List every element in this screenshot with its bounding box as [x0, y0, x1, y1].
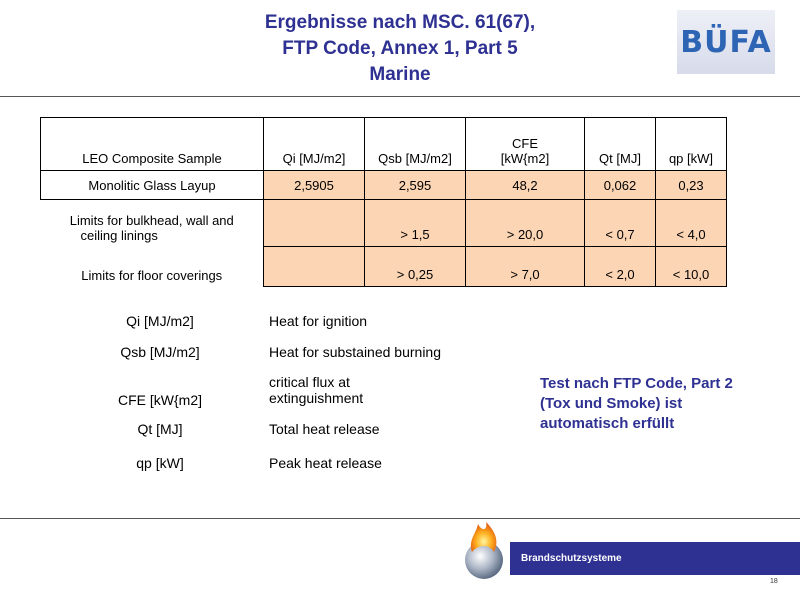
header-qt: Qt [MJ]	[584, 117, 656, 171]
legend-row: qp [kW] Peak heat release	[60, 444, 529, 481]
flame-globe-icon	[465, 522, 503, 579]
bulkhead-limit-cfe: > 20,0	[465, 199, 585, 247]
bulkhead-limit-label-line1: Limits for bulkhead, wall and	[69, 212, 234, 228]
floor-limit-qsb: > 0,25	[364, 246, 466, 287]
sample-qi: 2,5905	[263, 170, 365, 200]
header-sample: LEO Composite Sample	[40, 117, 264, 171]
header-qsb: Qsb [MJ/m2]	[364, 117, 466, 171]
floor-limit-cfe: > 7,0	[465, 246, 585, 287]
footer-label: Brandschutzsysteme	[521, 553, 622, 564]
legend-key-qp: qp [kW]	[136, 454, 184, 471]
bulkhead-limit-qi	[263, 199, 365, 247]
legend-key-cfe: CFE [kW{m2]	[117, 392, 202, 408]
sample-qt: 0,062	[584, 170, 656, 200]
bulkhead-limit-label-line2: ceiling linings	[80, 227, 158, 243]
sample-qsb: 2,595	[364, 170, 466, 200]
legend-desc-qp: Peak heat release	[269, 454, 382, 471]
note-line-3: automatisch erfüllt	[540, 415, 675, 432]
bulkhead-limit-qsb: > 1,5	[364, 199, 466, 247]
sample-cfe: 48,2	[465, 170, 585, 200]
legend-desc-qi: Heat for ignition	[269, 312, 368, 329]
title-line-1: Ergebnisse nach MSC. 61(67),	[264, 12, 536, 33]
header-qp: qp [kW]	[655, 117, 727, 171]
legend-row: CFE [kW{m2] critical flux at extinguishm…	[60, 367, 529, 413]
table-row-bulkhead-limits: Limits for bulkhead, wall and ceiling li…	[40, 199, 727, 247]
bulkhead-limit-qt: < 0,7	[584, 199, 656, 247]
legend-row: Qi [MJ/m2] Heat for ignition	[60, 305, 529, 336]
legend-row: Qsb [MJ/m2] Heat for substained burning	[60, 336, 529, 367]
legend-desc-cfe: critical flux at extinguishment	[260, 367, 529, 413]
footer-divider	[0, 518, 800, 519]
header-divider	[0, 96, 800, 97]
header-cfe: CFE [kW{m2]	[465, 117, 585, 171]
floor-limit-qp: < 10,0	[655, 246, 727, 287]
floor-limit-qi	[263, 246, 365, 287]
header-cfe-line1: CFE	[512, 136, 538, 151]
legend-desc-cfe-line1: critical flux at	[269, 374, 350, 390]
legend-desc-qsb: Heat for substained burning	[269, 343, 441, 360]
legend-desc-qt: Total heat release	[269, 420, 380, 437]
bulkhead-limit-qp: < 4,0	[655, 199, 727, 247]
bulkhead-limit-label: Limits for bulkhead, wall and ceiling li…	[40, 199, 264, 247]
title-line-2: FTP Code, Annex 1, Part 5	[282, 38, 518, 59]
note-line-1: Test nach FTP Code, Part 2	[540, 375, 733, 392]
legend-row: Qt [MJ] Total heat release	[60, 413, 529, 444]
slide-title: Ergebnisse nach MSC. 61(67), FTP Code, A…	[200, 10, 600, 88]
table-row-floor-limits: Limits for floor coverings > 0,25 > 7,0 …	[40, 246, 727, 287]
bufa-logo: BÜFA	[677, 10, 775, 74]
legend-key-qi: Qi [MJ/m2]	[126, 312, 194, 329]
abbreviation-legend: Qi [MJ/m2] Heat for ignition Qsb [MJ/m2]…	[60, 305, 529, 481]
title-line-3: Marine	[369, 64, 431, 85]
logo-text: BÜFA	[680, 24, 772, 60]
floor-limit-label: Limits for floor coverings	[40, 246, 264, 287]
footer-bar: Brandschutzsysteme	[510, 542, 800, 575]
sample-label: Monolitic Glass Layup	[40, 170, 264, 200]
sample-qp: 0,23	[655, 170, 727, 200]
legend-key-qsb: Qsb [MJ/m2]	[120, 343, 200, 360]
floor-limit-qt: < 2,0	[584, 246, 656, 287]
header-qi: Qi [MJ/m2]	[263, 117, 365, 171]
results-table: LEO Composite Sample Qi [MJ/m2] Qsb [MJ/…	[40, 117, 727, 287]
table-row-sample: Monolitic Glass Layup 2,5905 2,595 48,2 …	[40, 170, 727, 200]
ftp-note: Test nach FTP Code, Part 2 (Tox und Smok…	[540, 374, 790, 434]
table-header-row: LEO Composite Sample Qi [MJ/m2] Qsb [MJ/…	[40, 117, 727, 171]
page-number: 18	[770, 578, 778, 585]
note-line-2: (Tox und Smoke) ist	[540, 395, 683, 412]
legend-desc-cfe-line2: extinguishment	[269, 390, 364, 406]
legend-key-qt: Qt [MJ]	[137, 420, 183, 437]
header-cfe-line2: [kW{m2]	[500, 151, 550, 166]
